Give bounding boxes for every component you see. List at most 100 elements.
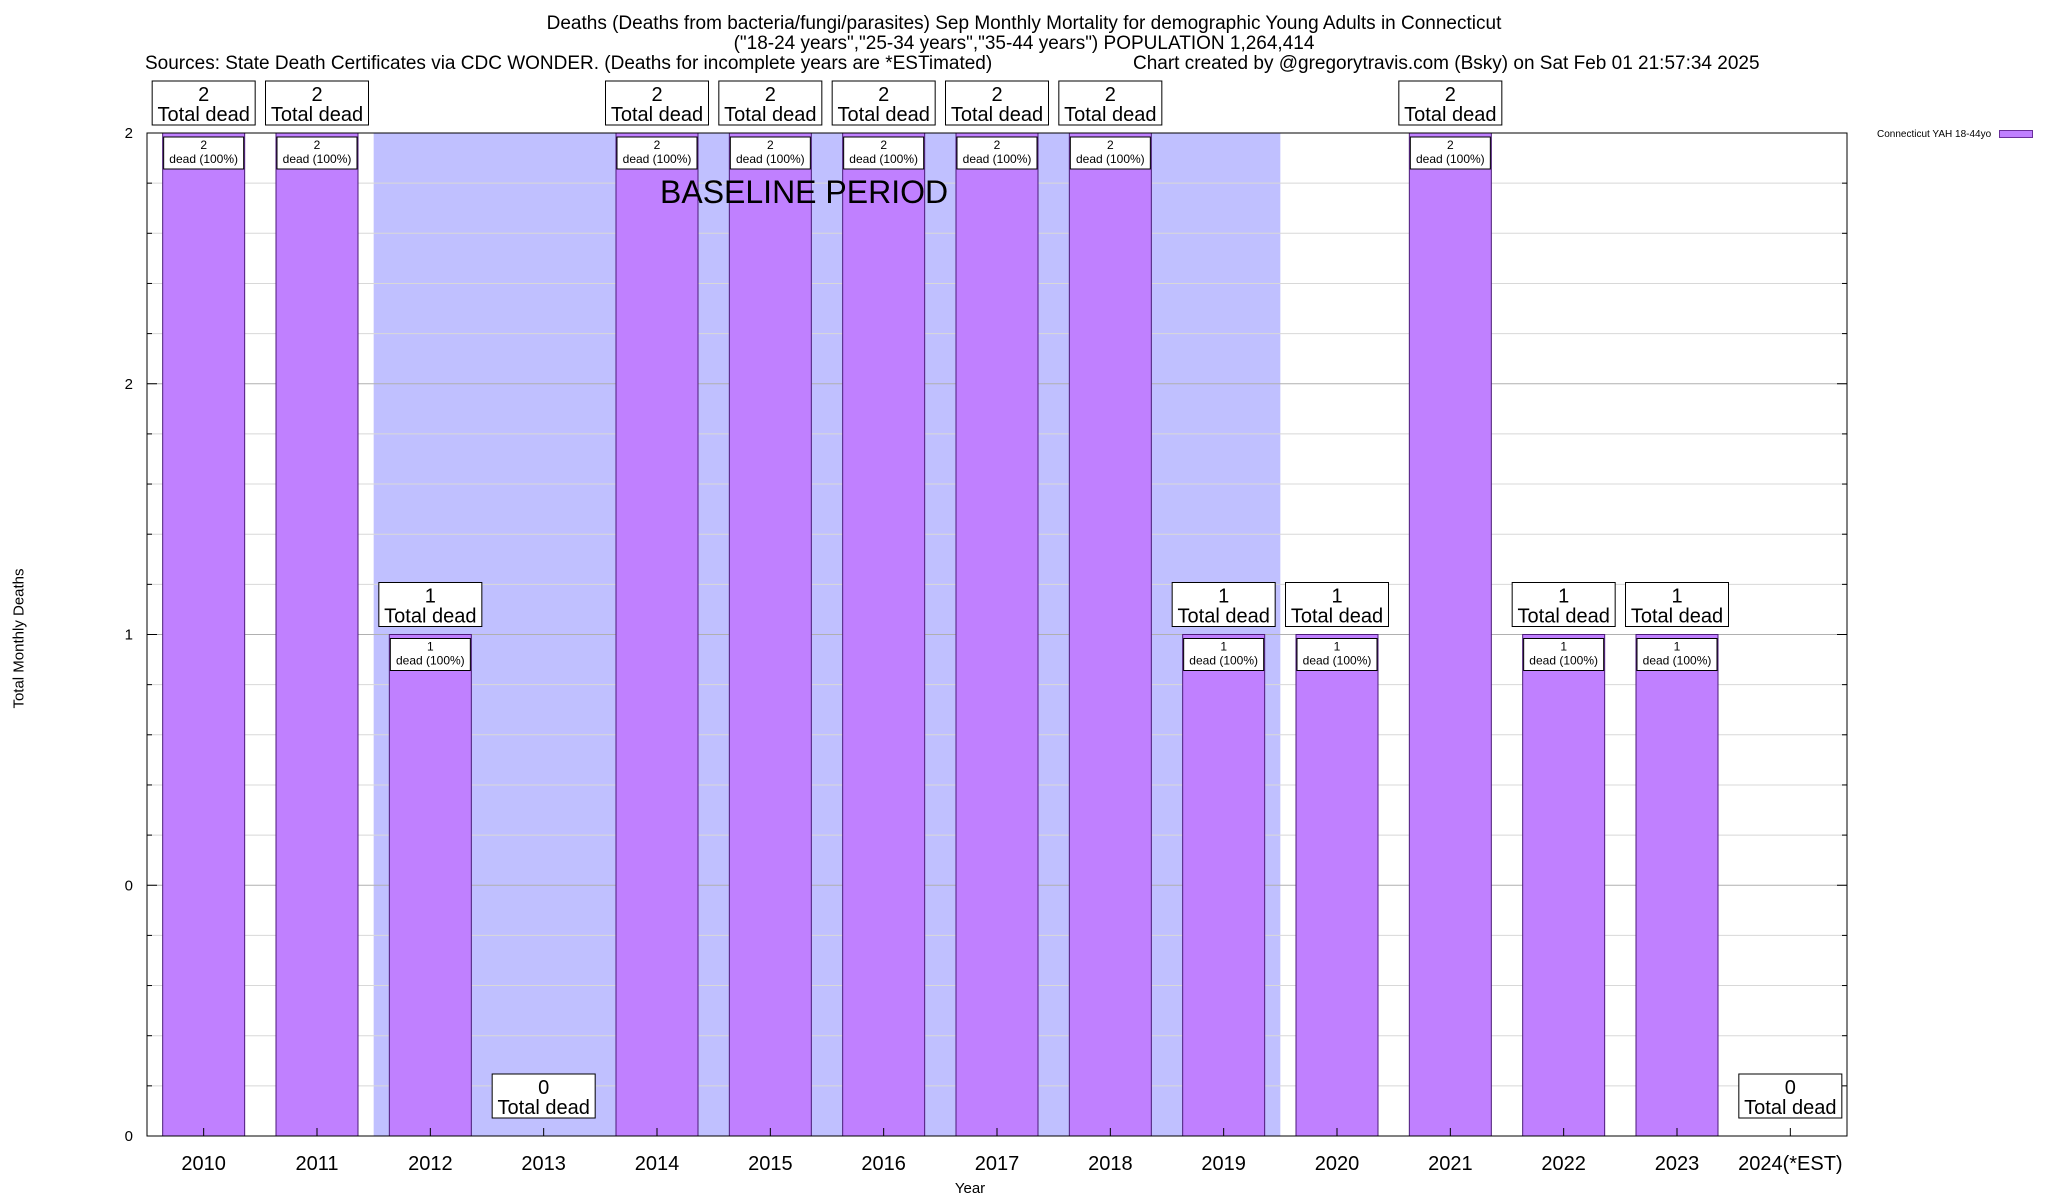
x-tick-label-2020: 2020 [1315, 1153, 1360, 1175]
bar-label-2014: 2 [654, 138, 661, 152]
bar-label-2017: dead (100%) [963, 152, 1032, 166]
baseline-period-label: BASELINE PERIOD [660, 174, 949, 210]
y-tick-label: 1 [125, 627, 133, 644]
total-label-box [1171, 582, 1276, 627]
legend: Connecticut YAH 18-44yo [1877, 129, 2034, 140]
bar-label-box [1183, 638, 1265, 671]
bar-label-2014: dead (100%) [623, 152, 692, 166]
bar-label-2011: dead (100%) [283, 152, 352, 166]
x-tick-label-2019: 2019 [1201, 1153, 1246, 1175]
x-tick-label-2023: 2023 [1655, 1153, 1700, 1175]
bar-label-box [616, 136, 698, 170]
bar-2017 [955, 132, 1039, 1137]
bar-2023 [1635, 634, 1719, 1137]
x-tick-label-2014: 2014 [635, 1153, 680, 1175]
total-label-box [1511, 582, 1616, 627]
bar-2014 [615, 132, 699, 1137]
total-label-2024(*EST): Total dead [1744, 1097, 1836, 1119]
total-label-2021: 2 [1445, 84, 1456, 106]
bar-2019 [1182, 634, 1266, 1137]
bar-2011 [275, 132, 359, 1137]
bar-label-2021: dead (100%) [1416, 152, 1485, 166]
total-label-2023: 1 [1671, 586, 1682, 608]
x-tick-label-2017: 2017 [975, 1153, 1020, 1175]
bar-label-2012: dead (100%) [396, 654, 465, 668]
x-tick-label-2011: 2011 [295, 1153, 338, 1175]
total-label-2013: Total dead [498, 1097, 590, 1119]
x-axis-label: Year [954, 1180, 986, 1197]
total-label-2016: 2 [878, 84, 889, 106]
total-label-2018: 2 [1105, 84, 1116, 106]
plot-frame [146, 132, 1848, 1137]
total-label-2016: Total dead [838, 104, 930, 126]
bar-label-box [729, 136, 811, 170]
bar-label-2017: 2 [994, 138, 1001, 152]
total-label-2024(*EST): 0 [1785, 1077, 1796, 1099]
total-label-2014: Total dead [611, 104, 703, 126]
bar-label-2019: dead (100%) [1189, 654, 1258, 668]
total-label-2011: 2 [311, 84, 322, 106]
bar-2018 [1068, 132, 1152, 1137]
x-tick-label-2015: 2015 [748, 1153, 793, 1175]
bar-2012 [388, 634, 472, 1137]
bar-label-2023: 1 [1674, 640, 1681, 654]
y-tick-label: 2 [125, 125, 133, 142]
x-tick-label-2022: 2022 [1541, 1153, 1586, 1175]
x-tick-label-2018: 2018 [1088, 1153, 1133, 1175]
total-label-2015: Total dead [724, 104, 816, 126]
bar-label-2011: 2 [314, 138, 321, 152]
bar-label-2015: dead (100%) [736, 152, 805, 166]
y-tick-label: 0 [125, 1128, 133, 1145]
bar-label-2023: dead (100%) [1643, 654, 1712, 668]
total-label-2023: Total dead [1631, 606, 1723, 628]
bar-label-2020: dead (100%) [1303, 654, 1372, 668]
total-label-box [1625, 582, 1729, 627]
total-label-box [491, 1073, 596, 1119]
total-label-box [831, 80, 936, 126]
bar-label-box [1409, 136, 1491, 170]
bar-2021 [1408, 132, 1492, 1137]
chart-credit: Chart created by @gregorytravis.com (Bsk… [1133, 53, 1760, 74]
bar-2010 [162, 132, 246, 1137]
bar-label-2019: 1 [1220, 640, 1227, 654]
bar-label-2015: 2 [767, 138, 774, 152]
bar-label-2010: 2 [200, 138, 207, 152]
bar-label-2016: 2 [880, 138, 887, 152]
x-tick-label-2024(*EST): 2024(*EST) [1738, 1153, 1843, 1175]
total-label-2012: Total dead [384, 606, 476, 628]
y-tick-label: 0 [125, 877, 133, 894]
bar-label-2021: 2 [1447, 138, 1454, 152]
x-tick-label-2013: 2013 [521, 1153, 566, 1175]
total-label-2018: Total dead [1064, 104, 1156, 126]
bar-2016 [842, 132, 926, 1137]
x-tick-label-2021: 2021 [1428, 1153, 1473, 1175]
bar-label-2020: 1 [1334, 640, 1341, 654]
bar-label-box [843, 136, 925, 170]
bar-label-2018: dead (100%) [1076, 152, 1145, 166]
total-label-box [151, 80, 256, 126]
legend-series-name: Connecticut YAH 18-44yo [1877, 129, 1992, 140]
bar-label-box [1069, 136, 1151, 170]
bar-label-2012: 1 [427, 640, 434, 654]
chart-title-line-2: ("18-24 years","25-34 years","35-44 year… [733, 33, 1315, 54]
total-label-2019: Total dead [1178, 606, 1270, 628]
bar-label-2022: dead (100%) [1529, 654, 1598, 668]
bar-2020 [1295, 634, 1379, 1137]
bar-label-2022: 1 [1560, 640, 1567, 654]
total-label-box [1058, 80, 1163, 126]
total-label-2019: 1 [1218, 586, 1229, 608]
total-label-2013: 0 [538, 1077, 549, 1099]
total-label-2021: Total dead [1404, 104, 1496, 126]
bar-label-2016: dead (100%) [849, 152, 918, 166]
total-label-box [718, 80, 823, 126]
bar-label-box [1523, 638, 1605, 671]
bar-label-box [1636, 638, 1718, 671]
total-label-2014: 2 [651, 84, 662, 106]
bar-2022 [1522, 634, 1606, 1137]
total-label-box [378, 582, 483, 627]
total-label-2022: 1 [1558, 586, 1569, 608]
total-label-2010: 2 [198, 84, 209, 106]
x-tick-label-2012: 2012 [408, 1153, 453, 1175]
x-tick-label-2016: 2016 [861, 1153, 906, 1175]
